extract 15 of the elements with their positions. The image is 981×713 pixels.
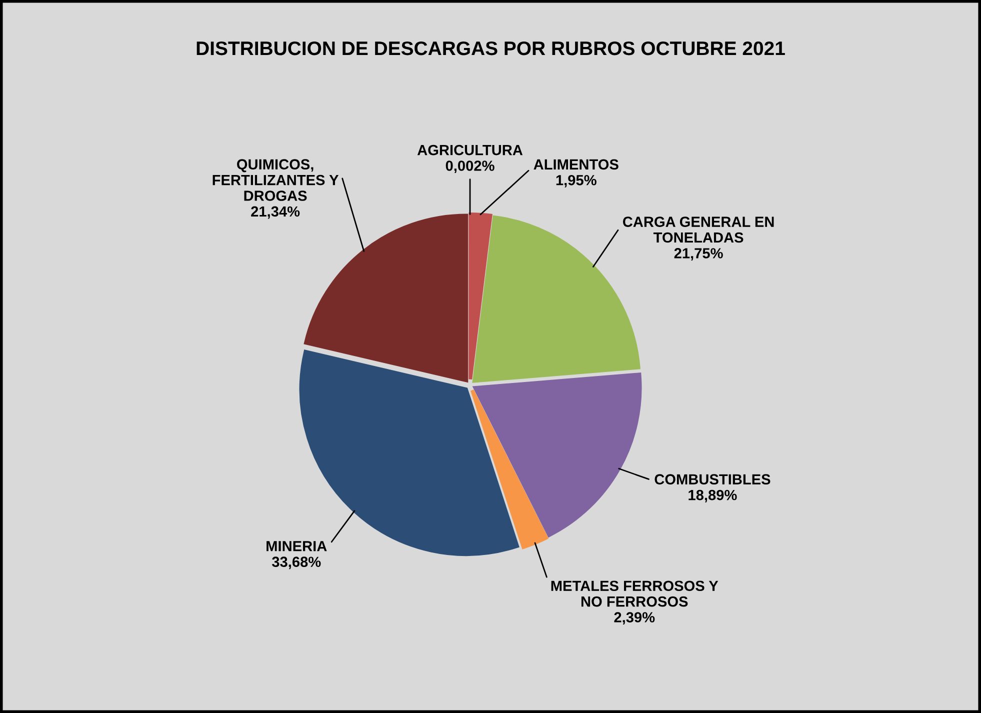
slice-label: METALES FERROSOS Y NO FERROSOS xyxy=(551,580,718,607)
slice-label: QUIMICOS, FERTILIZANTES Y DROGAS xyxy=(212,159,339,201)
data-label: 1,95% xyxy=(556,174,596,188)
slice-label: COMBUSTIBLES xyxy=(654,474,770,485)
data-label: 2,39% xyxy=(614,612,655,625)
slice-label: AGRICULTURA xyxy=(417,144,523,156)
chart-title: DISTRIBUCION DE DESCARGAS POR RUBROS OCTUBRE 2021 xyxy=(196,41,785,56)
slice-label: MINERIA xyxy=(266,541,327,552)
slice-label: ALIMENTOS xyxy=(534,159,618,170)
data-label: 0,002% xyxy=(446,160,494,174)
data-label: 33,68% xyxy=(272,556,321,570)
data-label: 21,34% xyxy=(251,206,300,219)
data-label: 18,89% xyxy=(688,490,737,502)
data-label: 21,75% xyxy=(674,248,723,260)
slice-label: CARGA GENERAL EN TONELADAS xyxy=(622,216,774,243)
